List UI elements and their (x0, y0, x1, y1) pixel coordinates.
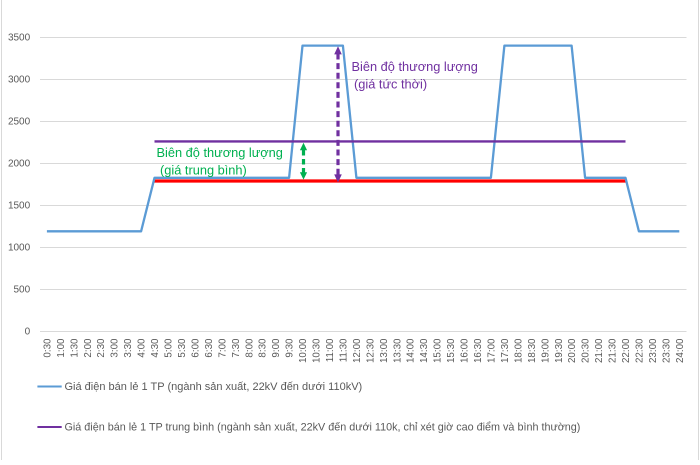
svg-text:12:00: 12:00 (352, 338, 363, 363)
svg-text:0: 0 (25, 327, 31, 338)
svg-text:1:00: 1:00 (56, 338, 67, 358)
svg-text:14:30: 14:30 (419, 338, 430, 363)
svg-text:15:30: 15:30 (446, 338, 457, 363)
svg-text:19:00: 19:00 (540, 338, 551, 363)
svg-text:22:00: 22:00 (621, 338, 632, 363)
svg-text:8:00: 8:00 (244, 338, 255, 358)
svg-text:Biên độ thương lượng: Biên độ thương lượng (157, 145, 283, 160)
svg-text:6:00: 6:00 (190, 338, 201, 358)
svg-text:7:00: 7:00 (217, 338, 228, 358)
svg-text:22:30: 22:30 (635, 338, 646, 363)
svg-text:5:00: 5:00 (164, 338, 175, 358)
svg-text:13:00: 13:00 (379, 338, 390, 363)
svg-text:21:30: 21:30 (608, 338, 619, 363)
svg-text:10:30: 10:30 (312, 338, 323, 363)
svg-text:Giá điện bán lẻ 1 TP trung bìn: Giá điện bán lẻ 1 TP trung bình (ngành s… (65, 422, 581, 434)
svg-text:2500: 2500 (8, 117, 31, 128)
svg-text:15:00: 15:00 (433, 338, 444, 363)
svg-text:(giá trung bình): (giá trung bình) (160, 163, 247, 178)
svg-text:23:00: 23:00 (648, 338, 659, 363)
svg-text:0:30: 0:30 (42, 338, 53, 358)
svg-text:6:30: 6:30 (204, 338, 215, 358)
svg-text:19:30: 19:30 (554, 338, 565, 363)
svg-text:12:30: 12:30 (365, 338, 376, 363)
svg-text:3500: 3500 (8, 33, 31, 44)
svg-text:13:30: 13:30 (392, 338, 403, 363)
svg-text:7:30: 7:30 (231, 338, 242, 358)
svg-text:3:30: 3:30 (123, 338, 134, 358)
svg-text:500: 500 (14, 285, 31, 296)
svg-text:20:30: 20:30 (581, 338, 592, 363)
svg-text:18:30: 18:30 (527, 338, 538, 363)
svg-text:(giá tức thời): (giá tức thời) (354, 77, 427, 92)
svg-text:4:00: 4:00 (137, 338, 148, 358)
svg-text:11:30: 11:30 (338, 338, 349, 362)
svg-text:10:00: 10:00 (298, 338, 309, 363)
svg-text:20:00: 20:00 (567, 338, 578, 363)
svg-text:18:00: 18:00 (513, 338, 524, 363)
svg-text:Giá điện bán lẻ 1 TP (ngành sả: Giá điện bán lẻ 1 TP (ngành sản xuất, 22… (65, 381, 363, 393)
svg-text:23:30: 23:30 (661, 338, 672, 363)
svg-text:1000: 1000 (8, 243, 31, 254)
svg-text:3:00: 3:00 (110, 338, 121, 358)
svg-text:9:30: 9:30 (285, 338, 296, 358)
svg-text:Biên độ thương lượng: Biên độ thương lượng (352, 59, 478, 74)
svg-text:2000: 2000 (8, 159, 31, 170)
svg-text:8:30: 8:30 (258, 338, 269, 358)
svg-text:16:30: 16:30 (473, 338, 484, 363)
svg-text:17:30: 17:30 (500, 338, 511, 363)
svg-text:1:30: 1:30 (69, 338, 80, 358)
svg-text:21:00: 21:00 (594, 338, 605, 363)
svg-text:16:00: 16:00 (460, 338, 471, 363)
svg-text:5:30: 5:30 (177, 338, 188, 358)
svg-text:11:00: 11:00 (325, 338, 336, 362)
svg-text:2:30: 2:30 (96, 338, 107, 358)
svg-text:17:00: 17:00 (486, 338, 497, 363)
svg-text:1500: 1500 (8, 201, 31, 212)
svg-text:14:00: 14:00 (406, 338, 417, 363)
svg-text:4:30: 4:30 (150, 338, 161, 358)
svg-text:2:00: 2:00 (83, 338, 94, 358)
svg-text:3000: 3000 (8, 75, 31, 86)
svg-text:24:00: 24:00 (675, 338, 686, 363)
svg-text:9:00: 9:00 (271, 338, 282, 358)
